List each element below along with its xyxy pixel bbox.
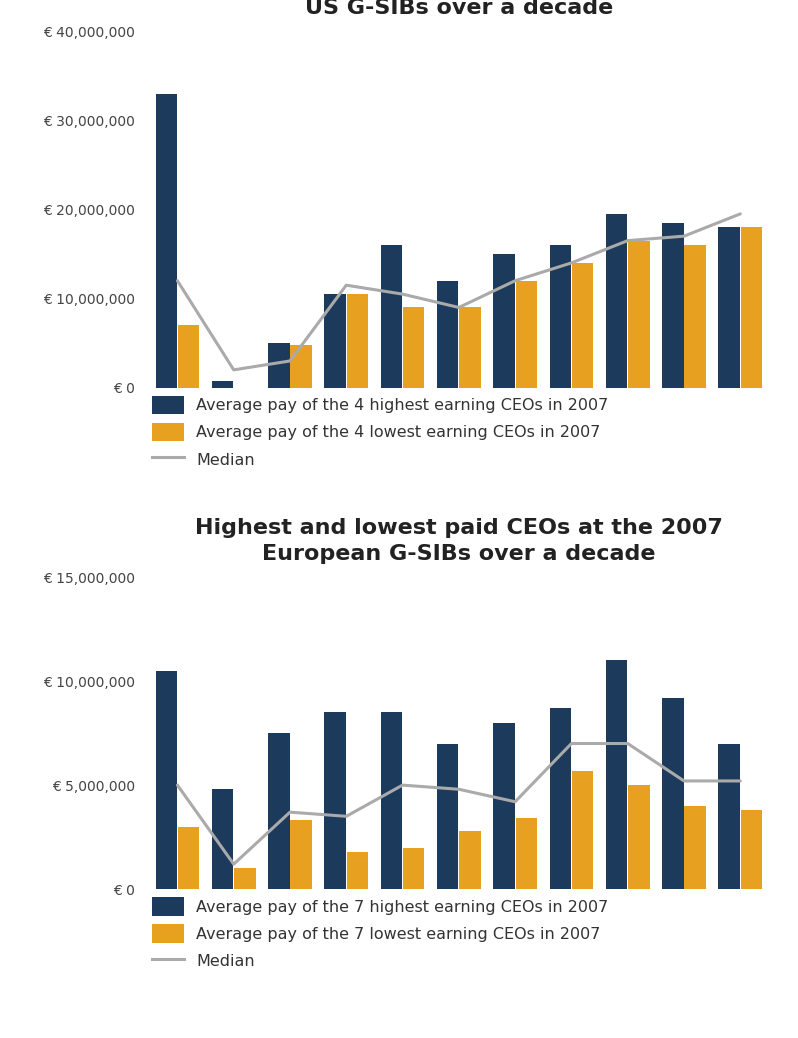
Bar [178, 826, 200, 890]
Bar [662, 698, 684, 890]
Bar [516, 280, 537, 388]
Bar [290, 820, 312, 890]
Bar [381, 245, 402, 388]
Bar [403, 847, 425, 890]
Bar [437, 743, 458, 890]
Title: Highest and lowest paid CEOs at the 2007
European G-SIBs over a decade: Highest and lowest paid CEOs at the 2007… [195, 518, 723, 565]
Bar [606, 660, 627, 890]
Bar [346, 851, 368, 890]
Bar [628, 785, 650, 890]
Bar [346, 294, 368, 388]
Bar [268, 344, 290, 388]
Bar [268, 733, 290, 890]
Bar [212, 789, 233, 890]
Bar [325, 712, 346, 890]
Bar [178, 325, 200, 388]
Bar [437, 280, 458, 388]
Bar [572, 263, 593, 388]
Bar [156, 671, 177, 890]
Legend: Average pay of the 7 highest earning CEOs in 2007, Average pay of the 7 lowest e: Average pay of the 7 highest earning CEO… [152, 897, 609, 969]
Bar [212, 381, 233, 388]
Bar [718, 227, 740, 388]
Bar [460, 307, 480, 388]
Bar [516, 818, 537, 890]
Bar [403, 307, 425, 388]
Bar [685, 245, 705, 388]
Bar [493, 254, 515, 388]
Bar [741, 810, 762, 890]
Bar [290, 345, 312, 388]
Bar [628, 241, 650, 388]
Bar [741, 227, 762, 388]
Bar [460, 830, 480, 890]
Bar [493, 722, 515, 890]
Bar [156, 93, 177, 388]
Bar [662, 223, 684, 388]
Bar [325, 294, 346, 388]
Bar [606, 214, 627, 388]
Title: Highest and lowest paid CEOs at the 2007
US G-SIBs over a decade: Highest and lowest paid CEOs at the 2007… [195, 0, 723, 19]
Bar [234, 869, 255, 890]
Bar [550, 708, 571, 890]
Bar [381, 712, 402, 890]
Bar [685, 805, 705, 890]
Bar [572, 770, 593, 890]
Legend: Average pay of the 4 highest earning CEOs in 2007, Average pay of the 4 lowest e: Average pay of the 4 highest earning CEO… [152, 395, 609, 468]
Bar [718, 743, 740, 890]
Bar [550, 245, 571, 388]
